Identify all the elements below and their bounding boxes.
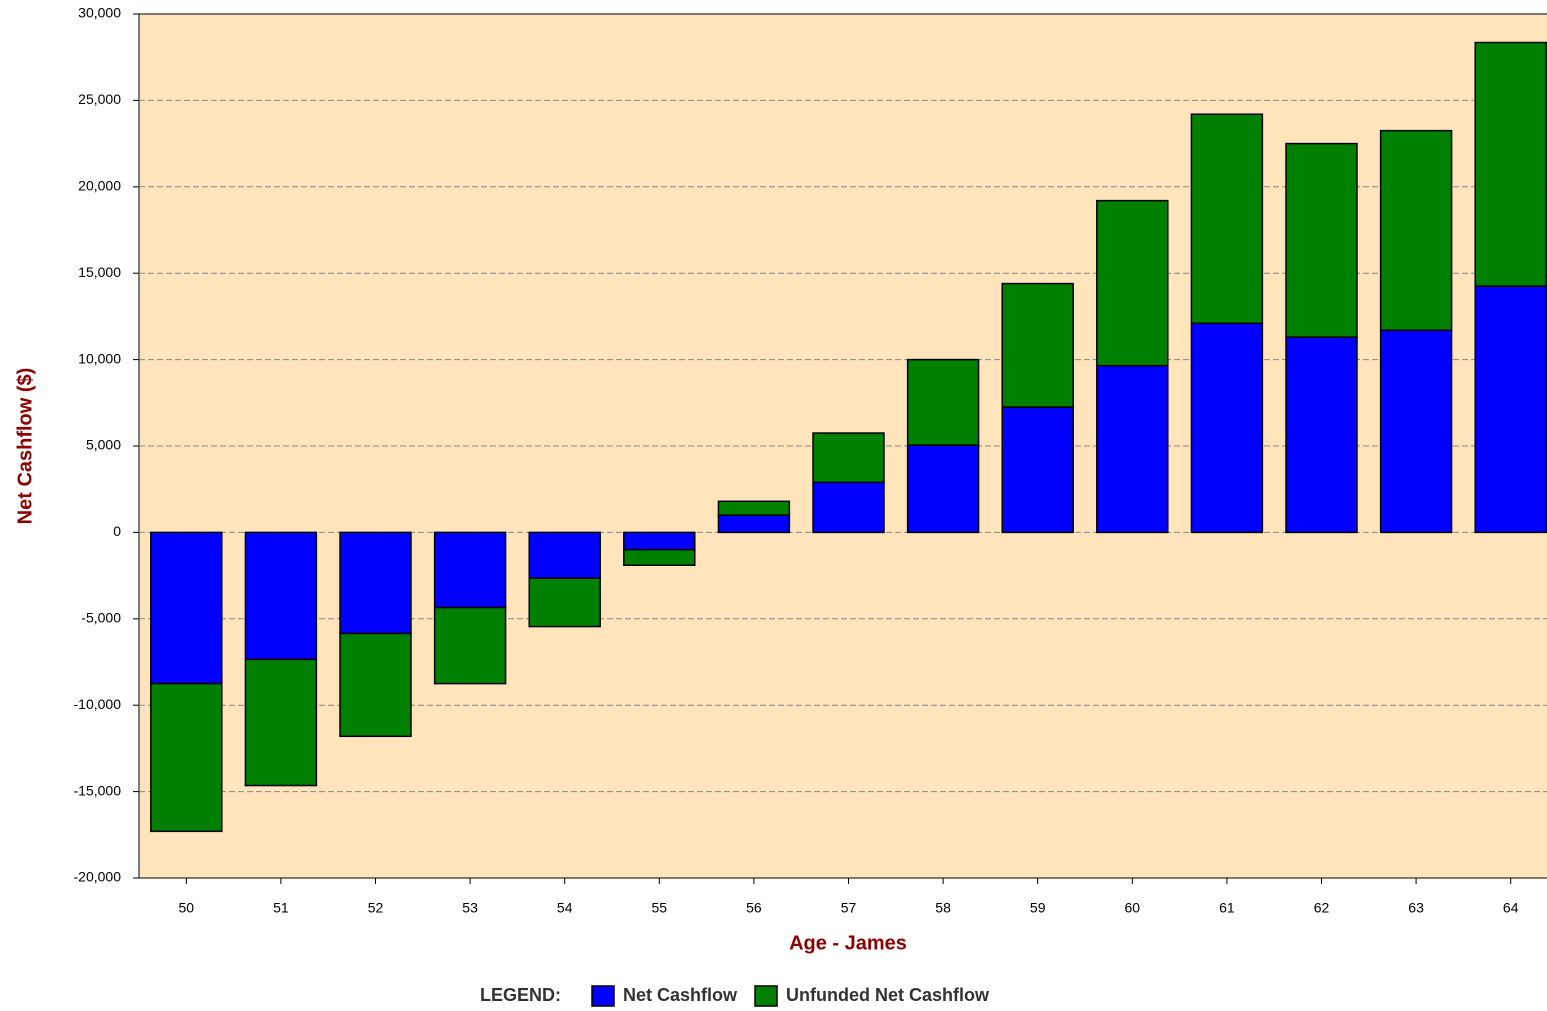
x-tick-label: 50 xyxy=(179,900,195,916)
y-tick-label: -5,000 xyxy=(81,610,121,626)
bar-segment xyxy=(339,531,412,635)
x-tick-label: 53 xyxy=(462,900,478,916)
bar-segment xyxy=(1285,142,1358,338)
bar-segment xyxy=(1096,364,1169,534)
bar-segment xyxy=(528,577,601,628)
legend-label: Unfunded Net Cashflow xyxy=(786,985,990,1005)
y-tick-label: -15,000 xyxy=(74,782,122,798)
bar-segment xyxy=(433,531,507,609)
y-tick-label: 10,000 xyxy=(78,350,121,366)
bar-segment xyxy=(717,500,791,516)
legend-swatch xyxy=(591,985,615,1007)
x-tick-label: 52 xyxy=(368,900,384,916)
x-tick-label: 64 xyxy=(1503,900,1519,916)
y-tick-label: -20,000 xyxy=(74,869,122,885)
x-tick-label: 61 xyxy=(1219,900,1235,916)
y-tick-label: 15,000 xyxy=(78,264,121,280)
bar-segment xyxy=(1001,406,1074,534)
bar-segment xyxy=(150,682,223,833)
y-tick-label: 25,000 xyxy=(78,91,121,107)
bar-segment xyxy=(812,432,885,484)
x-tick-label: 54 xyxy=(557,900,573,916)
bar-segment xyxy=(339,632,412,738)
x-tick-label: 55 xyxy=(652,900,668,916)
bar-segment xyxy=(623,531,696,551)
bar-segment xyxy=(244,658,318,787)
y-tick-label: -10,000 xyxy=(74,696,122,712)
y-tick-label: 20,000 xyxy=(78,178,121,194)
y-axis-title: Net Cashflow ($) xyxy=(14,368,36,525)
x-tick-label: 62 xyxy=(1314,900,1330,916)
bar-segment xyxy=(1190,113,1264,325)
bar-segment xyxy=(1001,282,1074,408)
x-tick-label: 57 xyxy=(841,900,857,916)
bar-segment xyxy=(1379,329,1453,534)
x-tick-label: 58 xyxy=(935,900,951,916)
x-tick-label: 56 xyxy=(746,900,762,916)
bar-segment xyxy=(812,481,885,534)
x-tick-label: 51 xyxy=(273,900,289,916)
bar-segment xyxy=(1474,285,1547,534)
bar-segment xyxy=(1379,129,1453,331)
bar-segment xyxy=(244,531,318,661)
bar-segment xyxy=(1190,322,1264,534)
bar-segment xyxy=(433,606,507,685)
y-tick-label: 0 xyxy=(113,523,121,539)
y-tick-label: 30,000 xyxy=(78,5,121,21)
bar-segment xyxy=(623,548,696,566)
legend-title: LEGEND: xyxy=(480,985,561,1005)
bar-segment xyxy=(150,531,223,685)
x-tick-label: 59 xyxy=(1030,900,1046,916)
legend-swatch xyxy=(754,985,778,1007)
bar-segment xyxy=(528,531,601,579)
x-axis-title: Age - James xyxy=(789,932,907,954)
bar-segment xyxy=(717,514,791,534)
x-tick-label: 63 xyxy=(1408,900,1424,916)
bar-segment xyxy=(906,358,980,446)
bar-segment xyxy=(1285,336,1358,534)
bar-segment xyxy=(1096,199,1169,367)
x-tick-label: 60 xyxy=(1125,900,1141,916)
y-tick-label: 5,000 xyxy=(86,437,121,453)
legend-label: Net Cashflow xyxy=(623,985,738,1005)
bar-segment xyxy=(1474,41,1547,287)
bar-segment xyxy=(906,444,980,534)
